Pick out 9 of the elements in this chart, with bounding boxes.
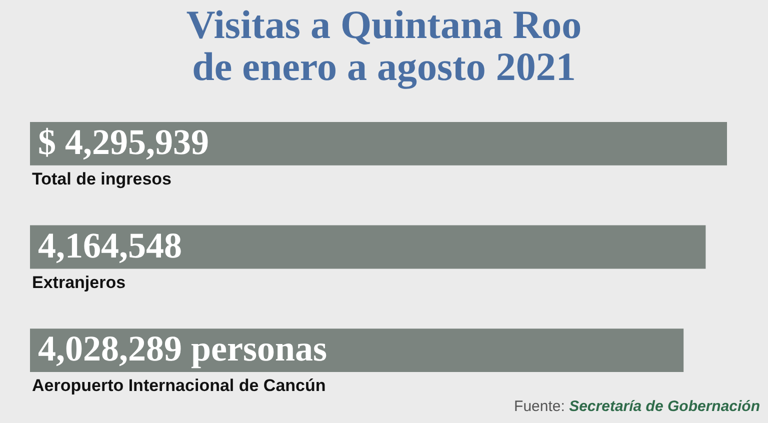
y-tick-label: Aeropuerto Internacional de Cancún — [32, 376, 326, 396]
chart-title: Visitas a Quintana Roo de enero a agosto 2021 — [185, 2, 583, 89]
data-label: 4,028,289 personas — [38, 328, 328, 369]
data-label: 4,164,548 — [38, 225, 182, 266]
annotation: Fuente: — [514, 398, 565, 415]
annotation: Secretaría de Gobernación — [568, 398, 760, 415]
data-label: $ 4,295,939 — [38, 122, 209, 162]
y-tick-label: Total de ingresos — [32, 170, 172, 189]
y-tick-label: Extranjeros — [32, 272, 126, 292]
